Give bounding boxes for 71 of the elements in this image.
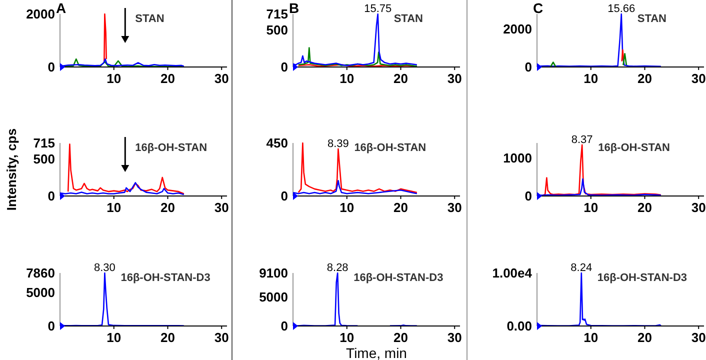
y-tick-label: 5000 — [259, 289, 288, 304]
y-tick-label: 2000 — [503, 22, 532, 37]
annotation: STAN — [394, 13, 424, 25]
annotation: 16β-OH-STAN-D3 — [120, 272, 210, 284]
y-tick-label: 0 — [280, 188, 288, 204]
y-tick-label: 7860 — [26, 266, 55, 281]
x-tick-label: 10 — [340, 200, 354, 215]
x-tick-label: 30 — [214, 71, 229, 86]
y-tick-label: 0 — [280, 318, 288, 334]
x-tick-label: 20 — [394, 330, 408, 345]
x-tick-label: 20 — [160, 71, 175, 86]
x-tick-label: 30 — [691, 71, 706, 86]
annotation: 16β-OH-STAN — [354, 142, 426, 154]
annotation: 16β-OH-STAN-D3 — [597, 272, 688, 284]
y-tick-label: 450 — [266, 136, 288, 151]
x-tick-label: 10 — [584, 71, 598, 86]
y-tick-label: 1.00e4 — [492, 266, 533, 281]
annotation: 16β-OH-STAN-D3 — [354, 272, 444, 284]
x-tick-label: 30 — [691, 200, 706, 215]
x-tick-label: 20 — [394, 71, 408, 86]
x-tick-label: 10 — [340, 330, 354, 345]
y-tick-label: 1000 — [503, 150, 532, 166]
annotation: 8.37 — [571, 134, 593, 146]
x-tick-label: 20 — [160, 330, 175, 345]
x-tick-label: 10 — [584, 330, 598, 345]
annotation: 15.66 — [608, 3, 636, 15]
y-tick-label: 0.00 — [506, 318, 532, 334]
annotation: STAN — [135, 13, 164, 25]
y-tick-label: 500 — [33, 151, 55, 166]
annotation: 8.30 — [94, 262, 116, 274]
y-tick-label: 9100 — [259, 266, 288, 281]
x-tick-label: 10 — [106, 200, 122, 215]
y-tick-label: 0 — [48, 188, 55, 204]
y-tick-label: 715 — [33, 136, 55, 151]
annotation: STAN — [637, 13, 667, 25]
annotation: 8.28 — [326, 262, 348, 274]
x-tick-label: 30 — [447, 330, 462, 345]
x-tick-label: 20 — [638, 330, 652, 345]
annotation: 16β-OH-STAN — [598, 142, 670, 154]
y-axis-title: Intensity, cps — [4, 128, 19, 211]
x-tick-label: 30 — [214, 330, 229, 345]
x-tick-label: 20 — [638, 200, 652, 215]
annotation: 8.39 — [327, 138, 349, 150]
x-tick-label: 30 — [691, 330, 706, 345]
y-tick-label: 2000 — [26, 6, 55, 22]
x-tick-label: 30 — [447, 71, 462, 86]
x-tick-label: 20 — [160, 200, 175, 215]
line-series — [104, 13, 107, 62]
x-tick-label: 10 — [584, 200, 598, 215]
chart-title: A — [56, 0, 66, 16]
x-axis-title: Time, min — [346, 345, 407, 360]
annotation: 15.75 — [364, 3, 392, 15]
x-tick-label: 30 — [447, 200, 462, 215]
annotation: 8.24 — [570, 262, 592, 274]
x-tick-label: 10 — [106, 71, 122, 86]
x-tick-label: 30 — [214, 200, 229, 215]
chart-title: B — [289, 0, 300, 16]
y-tick-label: 0 — [524, 60, 532, 75]
y-tick-label: 0 — [280, 60, 288, 75]
x-tick-label: 10 — [340, 71, 354, 86]
y-tick-label: 0 — [524, 188, 532, 204]
chart-title: C — [533, 0, 544, 16]
annotation: 16β-OH-STAN — [135, 142, 208, 154]
y-tick-label: 500 — [266, 22, 288, 38]
y-tick-label: 0 — [48, 318, 55, 334]
y-tick-label: 715 — [266, 6, 288, 22]
x-tick-label: 10 — [106, 330, 122, 345]
y-tick-label: 0 — [48, 60, 55, 75]
y-tick-label: 5000 — [26, 284, 55, 300]
x-tick-label: 20 — [638, 71, 652, 86]
x-tick-label: 20 — [394, 200, 408, 215]
